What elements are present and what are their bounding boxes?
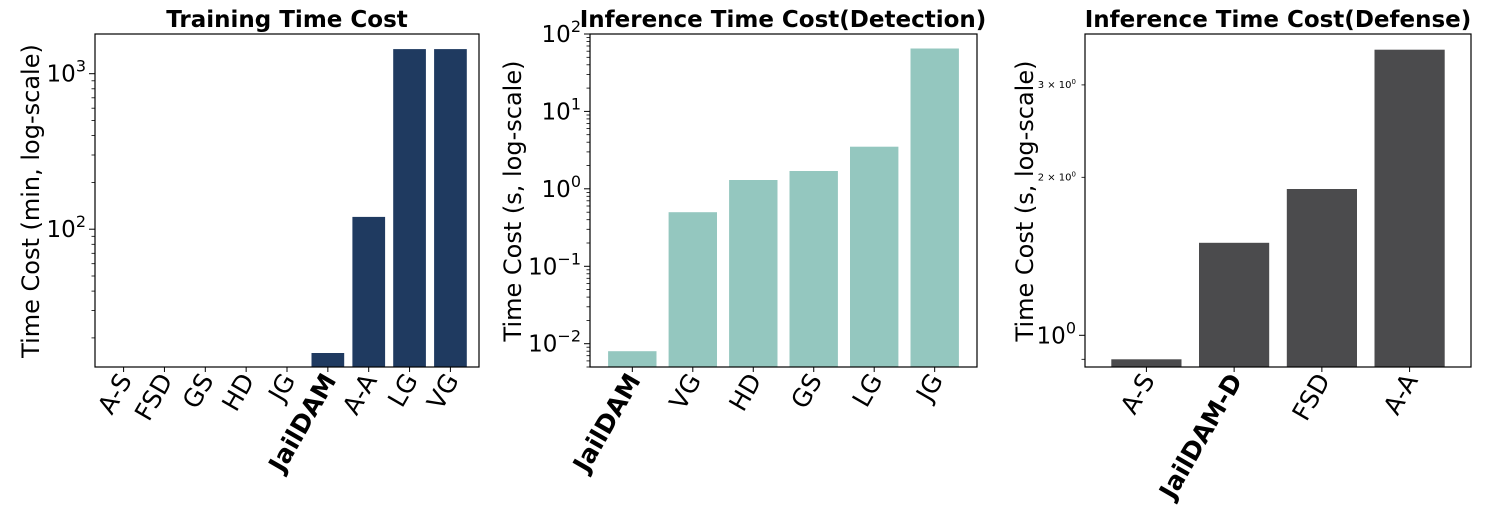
chart-title: Inference Time Cost(Defense) [1085,7,1472,33]
x-tick-label: GS [177,369,220,414]
bar-gs [789,171,838,367]
bar-jaildam-d [1199,242,1270,367]
bar-vg [668,212,717,367]
x-tick-label: JailDAM [566,369,646,479]
y-tick-label: 101 [542,94,581,125]
y-tick-label-small: 3 × 100 [1038,78,1076,91]
y-tick-label: 102 [542,17,581,48]
y-tick-label: 10−2 [528,327,581,358]
x-tick-label: A-A [337,369,383,420]
x-tick-label: HD [216,369,260,416]
bar-a-s [1111,359,1182,367]
bar-hd [729,180,778,367]
plot-frame [589,33,978,368]
x-tick-label: VG [664,369,707,415]
x-tick-label: JailDAM-D [1152,369,1248,506]
plot-frame [94,33,480,368]
bar-jaildam [608,351,657,367]
x-tick-label: HD [723,369,767,416]
x-tick-label: JG [262,369,301,408]
bar-jg [910,48,959,367]
panel-training-time-cost: Training Time Cost Time Cost (min, log-s… [17,7,480,479]
y-tick-label: 100 [542,172,581,203]
chart-title: Inference Time Cost(Detection) [580,7,987,33]
y-tick-label: 103 [47,57,86,88]
bar-vg [434,49,467,367]
x-tick-label: A-S [1115,369,1161,419]
x-tick-label: LG [847,369,889,412]
y-axis-label: Time Cost (min, log-scale) [17,44,45,359]
bar-fsd [1286,189,1357,367]
bar-lg [393,49,426,367]
bar-a-a [352,216,386,367]
plot-frame [1084,33,1472,368]
y-tick-label-small: 2 × 100 [1038,170,1076,183]
x-tick-label: GS [785,369,828,414]
y-axis-label: Time Cost (s, log-scale) [499,61,527,343]
x-tick-label: FSD [129,369,179,426]
bar-jaildam [311,353,345,367]
x-tick-label: VG [421,369,464,415]
y-axis-label: Time Cost (s, log-scale) [1011,61,1039,343]
x-tick-label: A-A [1378,369,1424,420]
bar-lg [850,146,899,367]
chart-title: Training Time Cost [166,7,408,33]
x-tick-label: FSD [1286,369,1336,426]
panel-inference-detection: Inference Time Cost(Detection) Time Cost… [499,7,986,479]
bar-a-a [1374,49,1445,367]
y-tick-label: 100 [1037,318,1076,349]
x-tick-label: LG [382,369,424,412]
y-tick-label: 10−1 [528,249,581,280]
x-tick-label: JG [909,369,948,408]
y-tick-label: 102 [47,212,86,243]
panel-inference-defense: Inference Time Cost(Defense) Time Cost (… [1011,7,1472,506]
